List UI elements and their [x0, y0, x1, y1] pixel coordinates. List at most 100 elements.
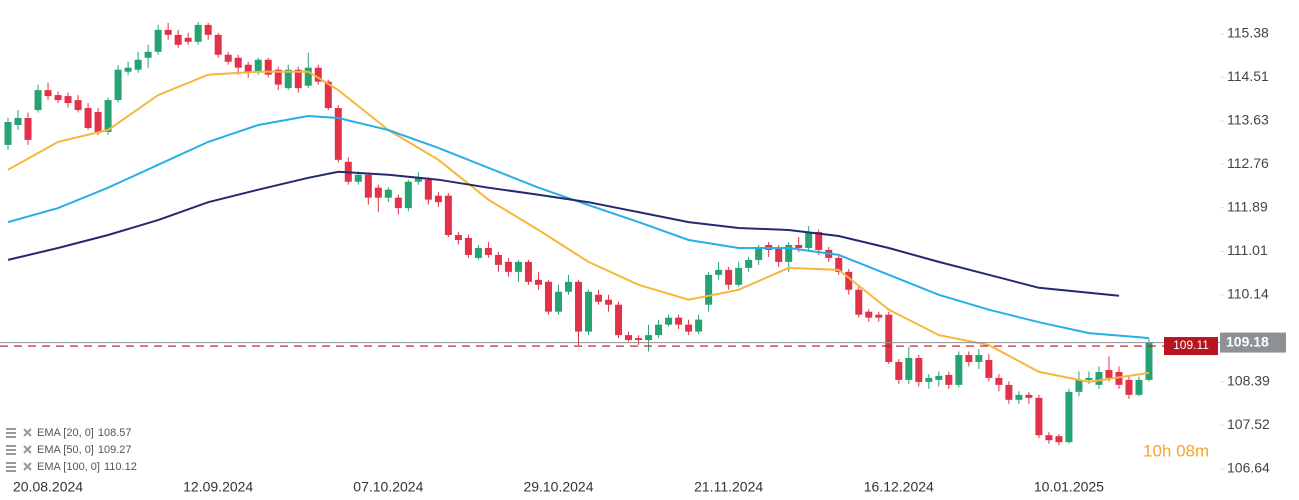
candle-body	[24, 118, 32, 140]
legend-icon	[6, 466, 16, 468]
candle-body	[775, 247, 783, 262]
x-tick-label: 16.12.2024	[864, 479, 934, 495]
candle-body	[444, 195, 452, 236]
candle-body	[965, 355, 973, 362]
candle-body	[244, 64, 252, 72]
candle-body	[264, 59, 272, 75]
candle-body	[334, 108, 342, 160]
candle-body	[1035, 397, 1043, 436]
legend-icon	[6, 428, 16, 430]
candle-body	[675, 317, 683, 325]
candle-body	[84, 108, 92, 128]
candle-body	[424, 179, 432, 200]
x-tick-label: 10.01.2025	[1034, 479, 1104, 495]
y-tick-label: 108.39	[1227, 373, 1270, 389]
candle-body	[314, 67, 322, 82]
candle-body	[955, 355, 963, 385]
candle-body	[134, 59, 142, 70]
bid-label-box	[1164, 337, 1218, 356]
candle-body	[985, 359, 993, 378]
candle-body	[815, 232, 823, 250]
candle-body	[835, 257, 843, 272]
x-tick-label: 12.09.2024	[183, 479, 253, 495]
candle-body	[635, 338, 643, 341]
ema-line	[7, 170, 1120, 297]
candle-body	[324, 81, 332, 109]
x-tick-label: 20.08.2024	[13, 479, 83, 495]
candle-body	[935, 375, 943, 380]
candle-body	[204, 24, 212, 35]
legend-value: 109.27	[98, 444, 132, 456]
legend-icon	[6, 436, 16, 438]
legend-remove[interactable]	[23, 462, 32, 471]
candle-body	[945, 374, 953, 385]
candle-body	[1115, 371, 1123, 385]
candle-body	[845, 271, 853, 290]
price-label: 109.18	[1226, 333, 1269, 349]
candle-body	[94, 112, 102, 132]
x-tick-label: 21.11.2024	[694, 479, 763, 495]
candle-body	[194, 24, 202, 42]
candle-body	[705, 274, 713, 305]
candle-body	[735, 267, 743, 285]
candle-body	[514, 261, 522, 272]
candle-body	[725, 269, 733, 285]
candle-body	[1095, 371, 1103, 385]
legend-name: EMA [100, 0]	[37, 461, 100, 473]
candle-body	[645, 335, 653, 341]
candle-body	[715, 269, 723, 275]
candle-body	[74, 100, 82, 111]
legend-icon	[6, 470, 16, 472]
candle-body	[454, 235, 462, 240]
y-tick-label: 107.52	[1227, 416, 1270, 432]
candle-body	[64, 96, 72, 104]
candle-body	[1135, 379, 1143, 395]
candle-body	[1125, 379, 1133, 395]
candle-body	[745, 259, 753, 268]
candle-body	[274, 69, 282, 85]
y-tick-label: 106.64	[1227, 460, 1270, 476]
candle-body	[615, 304, 623, 336]
y-tick-label: 115.38	[1227, 25, 1269, 41]
candle-body	[905, 358, 913, 380]
candle-body	[925, 377, 933, 382]
candle-body	[484, 247, 492, 255]
candle-body	[544, 281, 552, 312]
candle-body	[394, 197, 402, 209]
candle-body	[915, 358, 923, 382]
legend-remove[interactable]	[23, 428, 32, 437]
y-tick-label: 114.51	[1227, 68, 1269, 84]
candle-body	[1045, 435, 1053, 441]
candle-body	[785, 244, 793, 262]
candle-body	[254, 59, 262, 72]
legend-remove[interactable]	[23, 445, 32, 454]
candle-body	[464, 238, 472, 255]
candle-body	[575, 281, 582, 332]
legend-value: 110.12	[104, 461, 137, 473]
candle-body	[1085, 377, 1093, 380]
candle-body	[174, 34, 182, 45]
candle-body	[895, 361, 903, 380]
candle-body	[524, 261, 532, 282]
x-tick-label: 07.10.2024	[353, 479, 423, 495]
candle-body	[164, 29, 172, 35]
candle-body	[414, 177, 422, 182]
candle-body	[434, 195, 442, 203]
legend-icon	[6, 462, 16, 464]
candle-body	[595, 294, 603, 302]
legend-entry: EMA [20, 0] 108.57	[37, 427, 132, 439]
candle-body	[44, 90, 52, 97]
candle-body	[805, 232, 813, 248]
y-tick-label: 112.76	[1227, 155, 1269, 171]
candle-body	[214, 34, 222, 55]
candle-body	[534, 279, 542, 285]
price-label-box	[1220, 332, 1286, 353]
candle-body	[975, 355, 983, 362]
candle-body	[795, 244, 803, 248]
candle-body	[1075, 379, 1083, 392]
candle-body	[144, 51, 152, 58]
candle-body	[1145, 342, 1153, 380]
candle-body	[184, 37, 192, 42]
